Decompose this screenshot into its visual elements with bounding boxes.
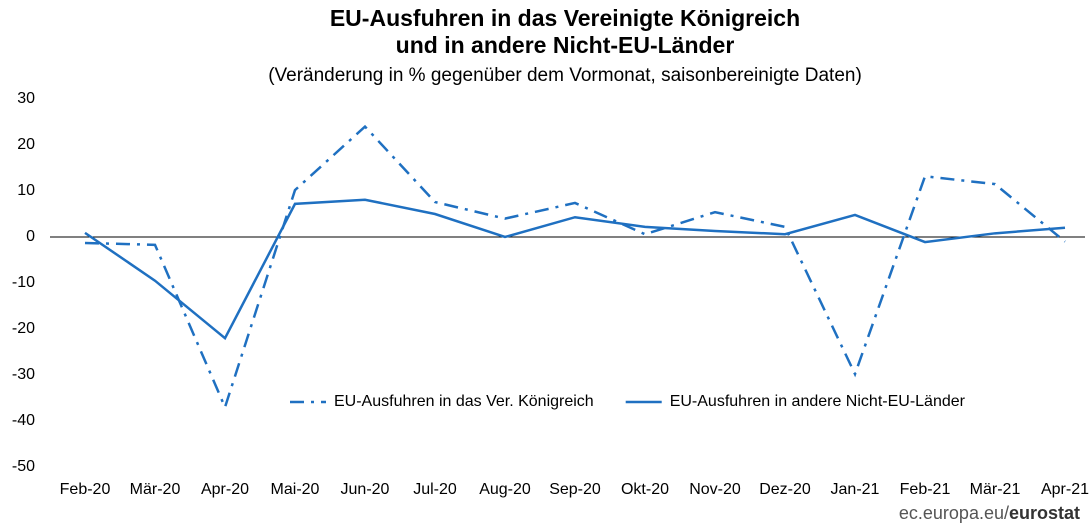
y-tick-label: 10 (17, 182, 35, 199)
x-tick-label: Jan-21 (831, 481, 880, 498)
x-tick-label: Feb-20 (60, 481, 111, 498)
y-tick-label: 30 (17, 90, 35, 107)
chart-title: und in andere Nicht-EU-Länder (396, 32, 735, 58)
x-tick-label: Mär-21 (970, 481, 1021, 498)
y-tick-label: 20 (17, 136, 35, 153)
x-tick-label: Jul-20 (413, 481, 457, 498)
x-tick-label: Feb-21 (900, 481, 951, 498)
source-brand: eurostat (1009, 503, 1080, 523)
x-tick-label: Okt-20 (621, 481, 669, 498)
source-prefix: ec.europa.eu/ (899, 503, 1009, 523)
line (84, 198, 1066, 341)
y-tick-label: 0 (26, 228, 35, 245)
x-tick-label: Apr-20 (201, 481, 249, 498)
x-tick-label: Aug-20 (479, 481, 531, 498)
chart-title: EU-Ausfuhren in das Vereinigte Königreic… (330, 5, 800, 31)
x-tick-label: Nov-20 (689, 481, 741, 498)
x-tick-label: Dez-20 (759, 481, 811, 498)
legend-label: EU-Ausfuhren in das Ver. Königreich (334, 393, 594, 410)
legend-label: EU-Ausfuhren in andere Nicht-EU-Länder (670, 393, 966, 410)
y-tick-label: -20 (12, 320, 35, 337)
y-tick-label: -50 (12, 458, 35, 475)
y-tick-label: -30 (12, 366, 35, 383)
x-tick-label: Mär-20 (130, 481, 181, 498)
x-tick-label: Sep-20 (549, 481, 601, 498)
y-tick-label: -10 (12, 274, 35, 291)
x-tick-label: Apr-21 (1041, 481, 1089, 498)
source: ec.europa.eu/eurostat (899, 503, 1080, 523)
line (84, 124, 1066, 411)
y-tick-label: -40 (12, 412, 35, 429)
x-tick-label: Jun-20 (341, 481, 390, 498)
x-tick-label: Mai-20 (271, 481, 320, 498)
chart-subtitle: (Veränderung in % gegenüber dem Vormonat… (268, 65, 862, 86)
